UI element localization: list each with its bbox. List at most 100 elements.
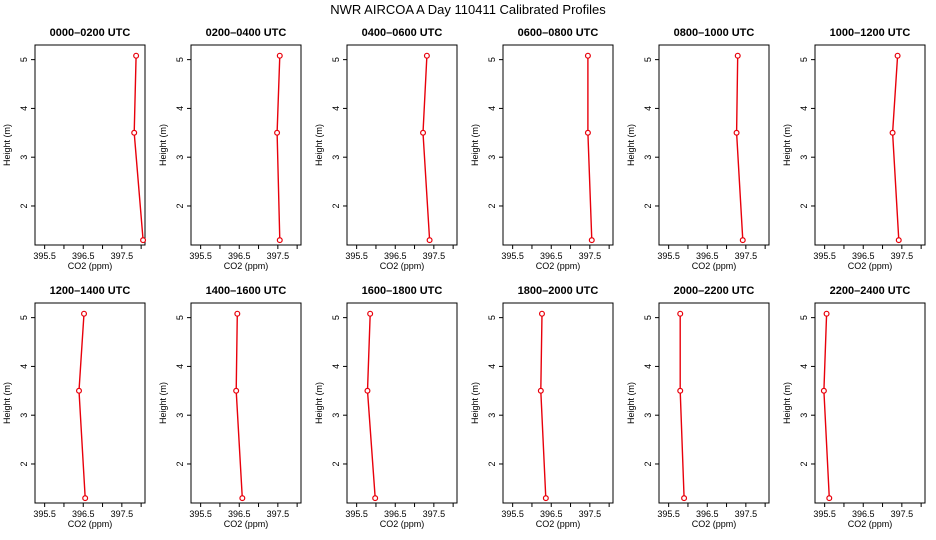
- y-tick-label: 4: [175, 106, 185, 111]
- x-axis-label: CO2 (ppm): [692, 261, 737, 271]
- profile-panel: 1200–1400 UTC 395.5 396.5 397.5 2 3 4 5 CO2 (ppm…: [2, 285, 146, 529]
- x-tick-label: 395.5: [33, 509, 56, 519]
- data-point: [420, 129, 427, 136]
- data-point: [133, 52, 140, 59]
- y-tick-label: 2: [331, 203, 341, 208]
- data-point: [889, 129, 896, 136]
- y-tick-label: 2: [331, 461, 341, 466]
- x-tick-label: 396.5: [852, 251, 875, 261]
- panel-title: 1600–1800 UTC: [362, 285, 443, 297]
- profile-panel: 0400–0600 UTC 395.5 396.5 397.5 2 3 4 5 CO2 (ppm…: [314, 27, 458, 271]
- profile-panel: 1400–1600 UTC 395.5 396.5 397.5 2 3 4 5 CO2 (ppm…: [158, 285, 302, 529]
- profile-line: [366, 313, 376, 499]
- y-tick-label: 4: [643, 106, 653, 111]
- y-tick-label: 2: [19, 461, 29, 466]
- y-tick-label: 5: [487, 57, 497, 62]
- data-point: [584, 52, 591, 59]
- y-tick-label: 5: [799, 315, 809, 320]
- data-point: [234, 310, 241, 317]
- panel-title: 1400–1600 UTC: [206, 285, 287, 297]
- data-point: [140, 237, 147, 244]
- y-tick-label: 3: [487, 155, 497, 160]
- panel-title: 2000–2200 UTC: [674, 285, 755, 297]
- plot-frame: [814, 302, 926, 504]
- y-axis-label: Height (m): [782, 124, 792, 166]
- x-tick-label: 396.5: [540, 251, 563, 261]
- y-tick-label: 5: [643, 57, 653, 62]
- x-tick-label: 397.5: [735, 251, 758, 261]
- y-tick-label: 3: [331, 413, 341, 418]
- y-tick-label: 2: [643, 203, 653, 208]
- profile-line: [540, 313, 547, 499]
- page-title: NWR AIRCOA A Day 110411 Calibrated Profi…: [330, 2, 606, 17]
- data-point: [426, 237, 433, 244]
- y-tick-label: 2: [487, 203, 497, 208]
- profile-panel: 1000–1200 UTC 395.5 396.5 397.5 2 3 4 5 CO2 (ppm…: [782, 27, 926, 271]
- y-tick-label: 2: [799, 461, 809, 466]
- data-point: [823, 310, 830, 317]
- x-tick-label: 397.5: [111, 251, 134, 261]
- data-point: [537, 387, 544, 394]
- x-axis-label: CO2 (ppm): [68, 519, 113, 529]
- plot-frame: [658, 302, 770, 504]
- x-tick-label: 395.5: [189, 251, 212, 261]
- x-tick-label: 396.5: [852, 509, 875, 519]
- x-tick-label: 397.5: [891, 509, 914, 519]
- data-point: [274, 129, 281, 136]
- y-tick-label: 2: [799, 203, 809, 208]
- x-axis-label: CO2 (ppm): [68, 261, 113, 271]
- profile-line: [133, 55, 144, 241]
- data-point: [820, 387, 827, 394]
- data-point: [733, 129, 740, 136]
- x-tick-label: 396.5: [384, 509, 407, 519]
- data-point: [584, 129, 591, 136]
- data-point: [233, 387, 240, 394]
- data-point: [239, 495, 246, 502]
- data-point: [372, 495, 379, 502]
- data-point: [82, 495, 89, 502]
- y-tick-label: 4: [19, 106, 29, 111]
- x-tick-label: 397.5: [267, 509, 290, 519]
- y-tick-label: 4: [487, 106, 497, 111]
- y-tick-label: 3: [799, 413, 809, 418]
- y-tick-label: 5: [799, 57, 809, 62]
- profile-panel: 1800–2000 UTC 395.5 396.5 397.5 2 3 4 5 CO2 (ppm…: [470, 285, 614, 529]
- y-axis-label: Height (m): [626, 382, 636, 424]
- profile-panel: 1600–1800 UTC 395.5 396.5 397.5 2 3 4 5 CO2 (ppm…: [314, 285, 458, 529]
- x-axis-label: CO2 (ppm): [224, 261, 269, 271]
- x-tick-label: 397.5: [423, 251, 446, 261]
- y-tick-label: 5: [331, 315, 341, 320]
- panel-title: 1200–1400 UTC: [50, 285, 131, 297]
- y-tick-label: 3: [487, 413, 497, 418]
- plot-frame: [502, 44, 614, 246]
- y-tick-label: 2: [175, 461, 185, 466]
- x-axis-label: CO2 (ppm): [380, 519, 425, 529]
- x-tick-label: 397.5: [891, 251, 914, 261]
- x-tick-label: 395.5: [813, 509, 836, 519]
- y-tick-label: 2: [19, 203, 29, 208]
- plot-frame: [34, 44, 146, 246]
- x-axis-label: CO2 (ppm): [380, 261, 425, 271]
- x-tick-label: 395.5: [345, 509, 368, 519]
- x-tick-label: 395.5: [33, 251, 56, 261]
- x-tick-label: 396.5: [696, 251, 719, 261]
- plot-frame: [34, 302, 146, 504]
- data-point: [894, 52, 901, 59]
- y-axis-label: Height (m): [158, 124, 168, 166]
- x-axis-label: CO2 (ppm): [536, 261, 581, 271]
- profile-line: [235, 313, 243, 499]
- y-axis-label: Height (m): [314, 124, 324, 166]
- y-tick-label: 5: [643, 315, 653, 320]
- y-tick-label: 4: [331, 364, 341, 369]
- x-tick-label: 397.5: [111, 509, 134, 519]
- plot-frame: [190, 302, 302, 504]
- panel-title: 0600–0800 UTC: [518, 27, 599, 39]
- y-axis-label: Height (m): [2, 124, 12, 166]
- panel-title: 0200–0400 UTC: [206, 27, 287, 39]
- profile-line: [587, 55, 593, 241]
- data-point: [276, 237, 283, 244]
- x-tick-label: 397.5: [267, 251, 290, 261]
- profile-panel: 0600–0800 UTC 395.5 396.5 397.5 2 3 4 5 CO2 (ppm…: [470, 27, 614, 271]
- y-tick-label: 5: [19, 57, 29, 62]
- x-tick-label: 395.5: [813, 251, 836, 261]
